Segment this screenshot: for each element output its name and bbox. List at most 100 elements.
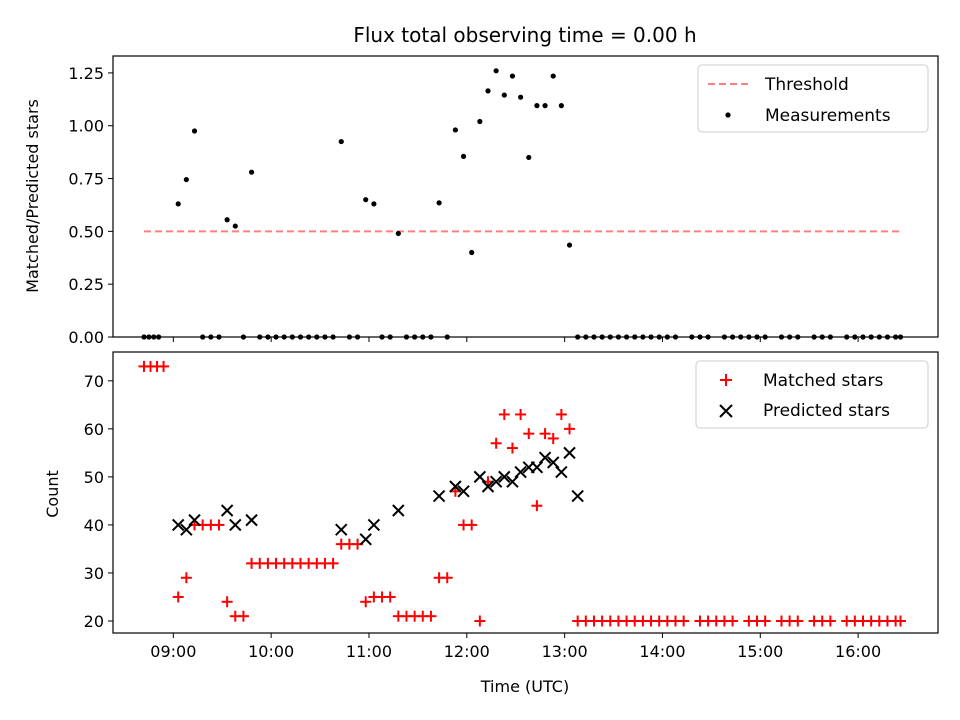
matched-stars-point [213,519,225,531]
matched-stars-point [564,423,576,435]
legend-measurements-swatch [725,112,731,118]
measurements-point [338,138,344,145]
top-y-tick-label: 1.00 [68,117,104,136]
measurements-point [175,201,181,207]
measurements-point [518,94,524,100]
predicted-stars-point [335,523,348,536]
predicted-stars-point [229,518,242,532]
predicted-stars-point [538,451,552,464]
matched-stars-point [180,572,192,584]
legend-matched-label: Matched stars [763,371,883,391]
predicted-stars-point [392,504,405,517]
predicted-stars-point [449,480,462,493]
matched-stars-point [759,615,771,627]
x-tick-label: 13:00 [542,642,588,661]
legend-predicted-label: Predicted stars [763,401,890,421]
measurements-point [363,197,369,203]
predicted-stars-point [514,465,527,479]
predicted-stars-point [498,470,511,484]
matched-stars-point [237,610,249,622]
top-x-ticks [172,337,859,342]
measurements-point [558,103,564,109]
bottom-y-tick-label: 50 [84,468,104,487]
predicted-stars-point [563,446,576,460]
measurements-point [469,249,475,256]
matched-stars-point [466,519,478,531]
matched-stars-point [158,360,170,372]
predicted-stars-point [457,485,470,498]
legend-measurements-label: Measurements [765,106,891,126]
measurements-point [371,201,377,207]
predicted-stars-point [571,489,584,503]
measurements-point [566,242,573,248]
matched-stars-point [678,615,690,627]
top-legend-box [697,64,929,133]
bottom-y-tick-label: 70 [84,372,104,391]
bottom-y-tick-label: 40 [84,516,104,535]
predicted-stars-point [359,533,372,546]
predicted-stars-point [180,523,193,536]
x-tick-label: 15:00 [737,642,783,661]
bottom-legend-box [695,360,929,429]
top-axes-frame [112,55,939,338]
measurements-point [534,103,540,109]
matched-stars-point [506,442,518,454]
matched-stars-point [360,596,372,608]
matched-stars-point [441,572,453,584]
x-tick-label: 11:00 [346,642,392,661]
bottom-y-tick-label: 60 [84,420,104,439]
predicted-stars-point [555,465,568,479]
measurements-point [183,176,189,183]
measurements-point [436,200,442,206]
measurements-point [485,88,491,94]
measurements-point [501,92,507,98]
bottom-legend: Matched stars Predicted stars [695,360,929,429]
legend-predicted-swatch [719,404,733,418]
bottom-y-tick-label: 20 [84,612,104,631]
matched-stars-point [515,408,527,420]
matched-stars-point [498,408,510,420]
top-legend: Threshold Measurements [697,64,929,133]
predicted-stars-point [245,513,258,527]
measurements-point [452,127,458,133]
predicted-stars-point [547,456,560,469]
bottom-x-ticks: 09:00 10:00 11:00 12:00 13:00 14:00 15:00 16:00 [150,633,881,661]
predicted-stars-point [506,475,519,488]
matched-stars-point [327,557,339,569]
measurements-point [191,128,198,134]
x-tick-label: 12:00 [444,642,490,661]
measurements-point [224,217,230,223]
bottom-y-ticks: 20 30 40 50 60 70 [84,372,113,631]
predicted-stars-point [489,475,503,488]
bottom-y-tick-label: 30 [84,564,104,583]
bottom-plot-area [138,360,906,627]
measurements-point [550,73,556,79]
chart-title: Flux total observing time = 0.00 h [353,23,696,47]
x-tick-label: 09:00 [150,642,196,661]
top-y-tick-label: 0.00 [68,328,104,347]
matched-stars-point [824,615,836,627]
top-y-tick-label: 0.50 [68,222,104,241]
matched-stars-point [555,408,567,420]
predicted-stars-point [220,504,234,517]
measurements-point [395,230,401,237]
predicted-stars-point [188,513,201,527]
measurements-point [477,118,483,125]
bottom-y-axis-label: Count [43,470,62,518]
matched-stars-point [221,596,233,608]
top-y-tick-label: 1.25 [68,64,104,83]
measurements-point [526,154,532,161]
matched-stars-point [895,615,906,627]
matched-stars-point [547,432,559,444]
bottom-panel: Count Time (UTC) 20 30 40 50 60 70 09:00 10:00… [43,351,939,696]
predicted-stars-point [530,461,544,474]
matched-stars-point [474,615,486,627]
bottom-axes-frame [112,351,939,634]
x-tick-label: 10:00 [248,642,294,661]
predicted-stars-point [172,518,185,532]
matched-stars-point [727,615,739,627]
top-y-axis-label: Matched/Predicted stars [23,99,42,293]
x-axis-label: Time (UTC) [480,677,569,696]
predicted-stars-point [432,489,446,503]
